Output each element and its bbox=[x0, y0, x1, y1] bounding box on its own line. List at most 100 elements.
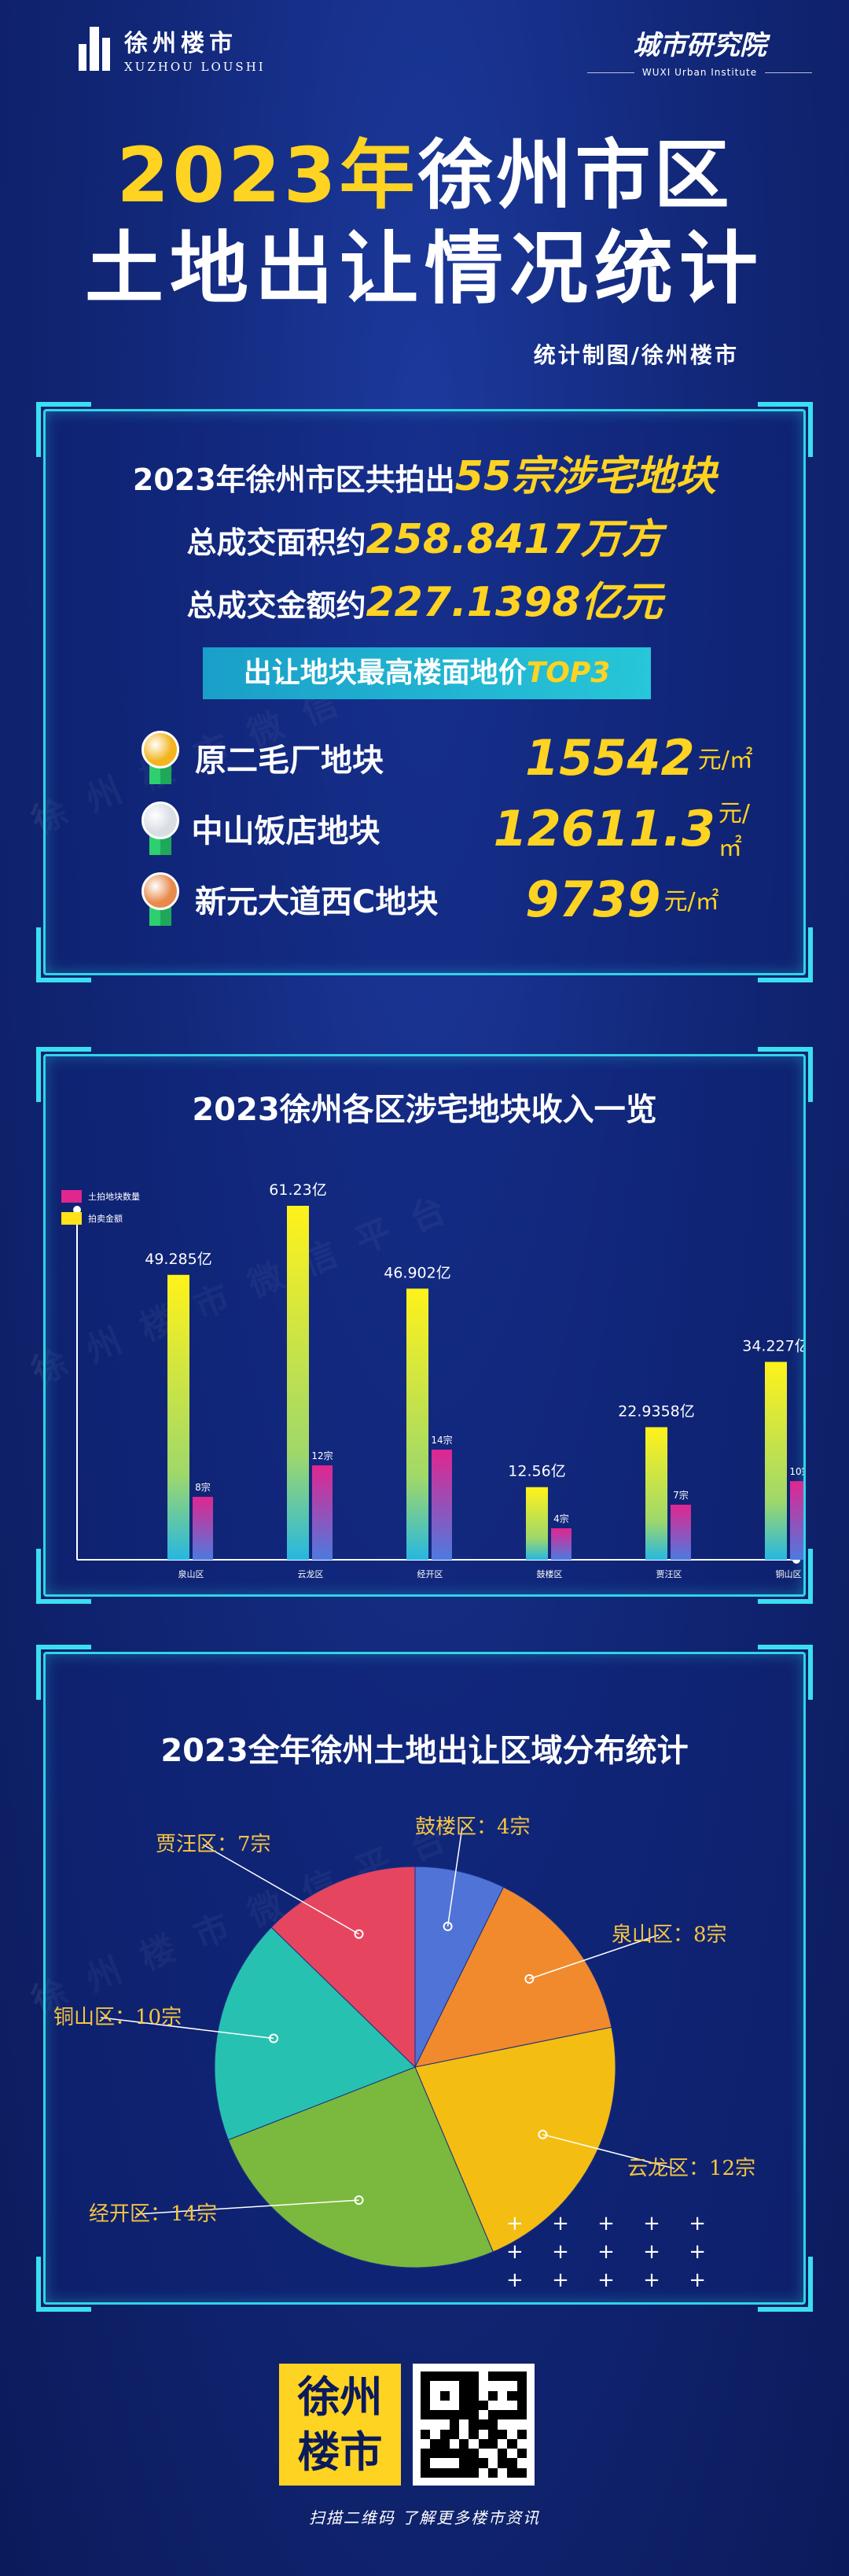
bar-count bbox=[790, 1481, 803, 1560]
bar-amount bbox=[406, 1288, 428, 1560]
summary-line-amount: 总成交金额约227.1398亿元 bbox=[186, 579, 663, 626]
institute-name: 城市研究院 bbox=[633, 30, 766, 61]
bar-amount-label: 22.9358亿 bbox=[618, 1402, 695, 1420]
rank-name: 中山饭店地块 bbox=[191, 813, 380, 849]
pie-slice bbox=[214, 1926, 416, 2141]
pie-slice bbox=[414, 1886, 612, 2068]
pie-slice-label: 泉山区：8宗 bbox=[612, 1923, 727, 1947]
bar-amount bbox=[287, 1206, 309, 1560]
logo-subtitle: XUZHOU LOUSHI bbox=[124, 60, 266, 74]
axis-dot bbox=[73, 1206, 81, 1214]
building-icon bbox=[79, 27, 113, 71]
bar-chart-panel: 49.285亿 8宗泉山区 61.23亿 12宗云龙区 46.902亿 14宗经开区 12.… bbox=[36, 1047, 813, 1604]
summary-line-area: 总成交面积约258.8417万方 bbox=[186, 516, 663, 563]
footer-caption: 扫描二维码 了解更多楼市资讯 bbox=[308, 2508, 541, 2527]
x-tick-label: 铜山区 bbox=[776, 1568, 802, 1579]
rank-row-1: 原二毛厂地块 15542 元/㎡ bbox=[140, 728, 769, 787]
bar-count-label: 4宗 bbox=[553, 1513, 569, 1524]
summary-line-plots: 2023年徐州市区共拍出55宗涉宅地块 bbox=[132, 453, 717, 500]
pie-slice-label: 鼓楼区：4宗 bbox=[415, 1815, 531, 1839]
bar-amount bbox=[765, 1362, 787, 1560]
title-year: 2023年 bbox=[116, 131, 418, 219]
bar-count bbox=[551, 1528, 572, 1560]
pie-slice bbox=[414, 1866, 505, 2068]
bar-count bbox=[432, 1450, 452, 1560]
bar-count bbox=[193, 1497, 213, 1560]
bar-amount-label: 12.56亿 bbox=[508, 1463, 565, 1480]
x-tick-label: 贾汪区 bbox=[656, 1569, 682, 1579]
urban-institute-logo: 城市研究院 WUXI Urban Institute bbox=[582, 24, 818, 78]
bar-amount bbox=[167, 1274, 189, 1560]
bar-amount bbox=[645, 1427, 667, 1560]
page-title-line1: 2023年徐州市区 bbox=[0, 114, 849, 223]
pie-slice bbox=[414, 2026, 616, 2253]
x-tick-label: 鼓楼区 bbox=[537, 1568, 563, 1579]
pie-leader-line bbox=[135, 2199, 359, 2215]
pie-slice-label: 云龙区：12宗 bbox=[627, 2157, 755, 2180]
bar-count bbox=[671, 1505, 691, 1560]
pie-leader-dot bbox=[538, 2129, 548, 2139]
rank-value: 12611.3 bbox=[493, 799, 715, 857]
pie-slice-label: 经开区：14宗 bbox=[89, 2202, 217, 2226]
x-tick-label: 经开区 bbox=[417, 1569, 443, 1579]
rank-value: 15542 bbox=[525, 728, 695, 787]
bronze-medal-icon bbox=[140, 872, 181, 926]
pie-leader-line bbox=[542, 2133, 675, 2169]
bar-count-label: 14宗 bbox=[431, 1434, 452, 1446]
bar-amount bbox=[526, 1487, 548, 1560]
legend-item-count: 土拍地块数量 bbox=[61, 1190, 140, 1203]
gold-medal-icon bbox=[140, 731, 181, 784]
rank-row-3: 新元大道西C地块 9739 元/㎡ bbox=[140, 870, 769, 928]
pie-leader-dot bbox=[524, 1973, 535, 1984]
page-title-line2: 土地出让情况统计 bbox=[85, 223, 764, 315]
bar-amount-label: 49.285亿 bbox=[145, 1251, 211, 1268]
rank-row-2: 中山饭店地块 12611.3 元/㎡ bbox=[140, 799, 769, 862]
silver-medal-icon bbox=[140, 802, 179, 855]
pie-leader-line bbox=[447, 1826, 463, 1927]
bar-count-label: 7宗 bbox=[673, 1489, 689, 1501]
credit-line: 统计制图/徐州楼市 bbox=[533, 342, 739, 368]
divider bbox=[586, 72, 634, 73]
rank-unit: 元/㎡ bbox=[718, 800, 751, 862]
summary-panel: 2023年徐州市区共拍出55宗涉宅地块 总成交面积约258.8417万方 总成交… bbox=[36, 402, 813, 982]
rank-name: 新元大道西C地块 bbox=[195, 884, 439, 920]
rank-unit: 元/㎡ bbox=[663, 888, 719, 916]
rank-name: 原二毛厂地块 bbox=[195, 743, 384, 779]
pie-leader-line bbox=[529, 1934, 660, 1980]
pie-slice bbox=[270, 1866, 416, 2069]
divider bbox=[765, 72, 813, 73]
legend-item-amount: 拍卖金额 bbox=[61, 1212, 140, 1225]
x-tick-label: 云龙区 bbox=[298, 1569, 324, 1579]
qr-pattern bbox=[421, 2371, 527, 2478]
bar-count-label: 10宗 bbox=[789, 1465, 803, 1477]
bar-amount-label: 34.227亿 bbox=[742, 1337, 803, 1354]
bar-count-label: 8宗 bbox=[195, 1481, 211, 1493]
pie-leader-dot bbox=[354, 1929, 364, 1939]
xuzhou-loushi-logo: 徐州楼市 XUZHOU LOUSHI bbox=[79, 24, 266, 74]
pie-slice-label: 铜山区：10宗 bbox=[53, 2006, 182, 2029]
header: 徐州楼市 XUZHOU LOUSHI 城市研究院 WUXI Urban Inst… bbox=[0, 0, 849, 118]
rank-value: 9739 bbox=[525, 870, 661, 928]
bar-amount-label: 61.23亿 bbox=[269, 1181, 326, 1199]
bar-count bbox=[312, 1465, 333, 1560]
qr-code[interactable] bbox=[413, 2364, 535, 2486]
bar-chart-legend: 土拍地块数量 拍卖金额 bbox=[61, 1190, 140, 1234]
pie-slice bbox=[227, 2066, 494, 2268]
title-city: 徐州市区 bbox=[417, 131, 733, 219]
bar-chart-title: 2023徐州各区涉宅地块收入一览 bbox=[192, 1092, 657, 1128]
bar-count-label: 12宗 bbox=[311, 1450, 333, 1461]
pie-slice-label: 贾汪区：7宗 bbox=[156, 1833, 271, 1856]
top3-banner: 出让地块最高楼面地价TOP3 bbox=[203, 647, 651, 699]
plus-pattern-decoration: + + + + + + + + + + + + + + + bbox=[506, 2212, 717, 2292]
bar-amount-label: 46.902亿 bbox=[384, 1264, 450, 1281]
pie-leader-line bbox=[100, 2017, 274, 2040]
pie-chart-panel: 鼓楼区：4宗 泉山区：8宗 云龙区：12宗 经开区：14宗 铜山区：10宗 贾汪区：7宗 … bbox=[36, 1645, 813, 2312]
footer-logo: 徐州 楼市 bbox=[279, 2364, 401, 2486]
x-tick-label: 泉山区 bbox=[178, 1568, 204, 1579]
institute-subtitle: WUXI Urban Institute bbox=[641, 67, 758, 78]
pie-chart-title: 2023全年徐州土地出让区域分布统计 bbox=[160, 1733, 689, 1769]
logo-name: 徐州楼市 bbox=[124, 30, 237, 57]
rank-unit: 元/㎡ bbox=[697, 746, 753, 774]
